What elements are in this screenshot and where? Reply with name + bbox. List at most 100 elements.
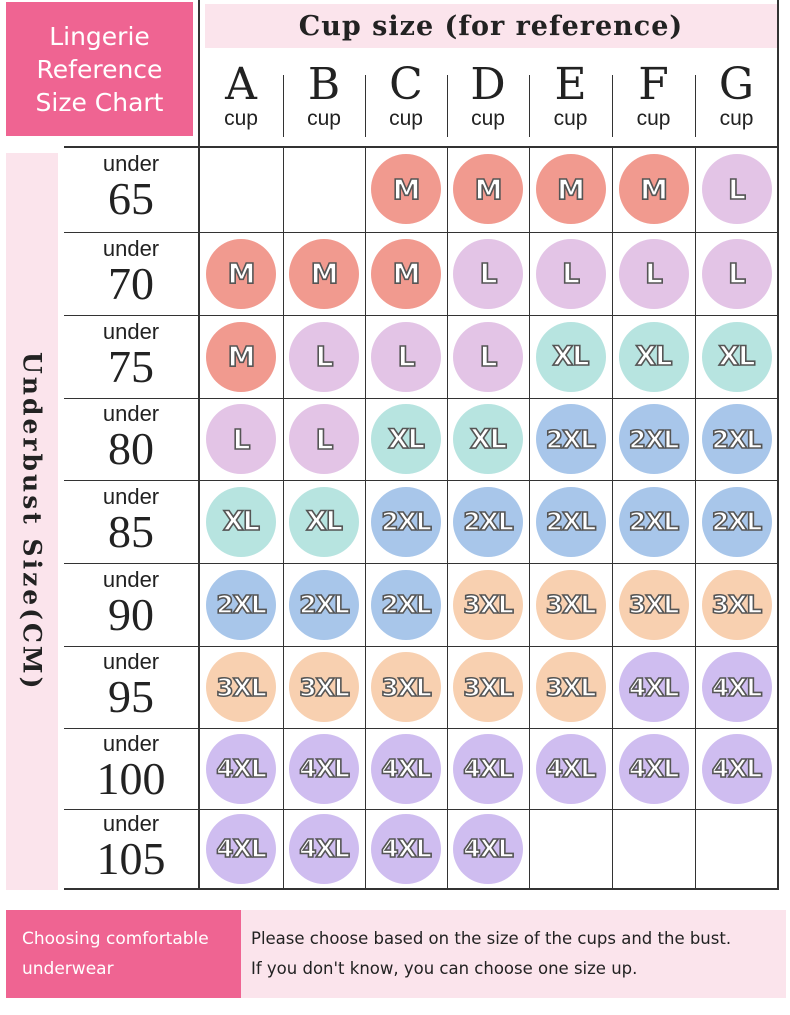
band-number: 90 [108, 588, 154, 640]
size-circle-m: M [289, 238, 359, 309]
grid-hline [64, 728, 778, 729]
size-circle-l: L [371, 321, 441, 392]
grid-hline [64, 232, 778, 233]
size-circle-l: L [206, 404, 276, 474]
size-circle-3xl: 3XL [701, 569, 772, 640]
size-circle-4xl: 4XL [701, 652, 772, 722]
size-circle-2xl: 2XL [289, 569, 359, 640]
size-circle-4xl: 4XL [618, 652, 689, 722]
size-circle-3xl: 3XL [453, 569, 523, 640]
grid-vline [283, 146, 284, 888]
size-circle-2xl: 2XL [453, 486, 523, 557]
header-divider [529, 75, 530, 137]
size-circle-4xl: 4XL [371, 733, 441, 804]
size-circle-3xl: 3XL [289, 652, 359, 722]
size-circle-4xl: 4XL [701, 733, 772, 804]
cup-letter: E [554, 59, 587, 110]
band-prefix: under [102, 810, 160, 836]
band-prefix: under [102, 318, 160, 344]
cup-unit: cup [471, 107, 505, 130]
grid-hline [64, 563, 778, 564]
size-circle-4xl: 4XL [618, 733, 689, 804]
band-number: 105 [96, 832, 166, 884]
header-divider [365, 75, 366, 137]
size-circle-xl: XL [453, 404, 523, 474]
size-circle-l: L [701, 154, 772, 224]
title-line-2: Reference [36, 54, 163, 84]
grid-hline [64, 146, 778, 148]
footer-right-line-1: Please choose based on the size of the c… [251, 929, 732, 948]
size-circle-3xl: 3XL [618, 569, 689, 640]
size-circle-xl: XL [206, 486, 276, 557]
band-prefix: under [102, 566, 160, 592]
cup-unit: cup [719, 107, 754, 130]
size-circle-3xl: 3XL [535, 569, 606, 640]
size-circle-2xl: 2XL [371, 486, 441, 557]
cup-unit: cup [389, 107, 423, 130]
band-prefix: under [102, 483, 160, 509]
size-circle-xl: XL [701, 321, 772, 392]
size-circle-2xl: 2XL [206, 569, 276, 640]
size-circle-3xl: 3XL [206, 652, 276, 722]
band-label-70: under 70 [64, 236, 198, 307]
footer-tip-title: Choosing comfortable underwear [6, 910, 241, 998]
size-circle-l: L [289, 321, 359, 392]
band-label-75: under 75 [64, 318, 198, 390]
size-circle-m: M [206, 238, 276, 309]
footer-left-line-1: Choosing comfortable [22, 929, 209, 949]
size-circle-4xl: 4XL [289, 813, 359, 884]
size-circle-l: L [453, 321, 523, 392]
grid-hline [64, 315, 778, 316]
size-circle-m: M [371, 238, 441, 309]
size-circle-l: L [701, 238, 772, 309]
band-prefix: under [102, 151, 160, 176]
size-circle-m: M [618, 154, 689, 224]
size-circle-3xl: 3XL [371, 652, 441, 722]
size-circle-4xl: 4XL [371, 813, 441, 884]
header-divider [283, 75, 284, 137]
size-circle-m: M [206, 321, 276, 392]
grid-vline [777, 0, 779, 890]
size-circle-xl: XL [289, 486, 359, 557]
band-number: 85 [108, 505, 154, 557]
size-circle-l: L [535, 238, 606, 309]
band-prefix: under [102, 730, 160, 756]
grid-vline [612, 146, 613, 888]
size-circle-4xl: 4XL [453, 813, 523, 884]
underbust-label-text: Underbust Size(CM) [17, 351, 47, 692]
size-circle-m: M [371, 154, 441, 224]
size-circle-2xl: 2XL [371, 569, 441, 640]
cup-letter: G [718, 59, 755, 110]
band-label-80: under 80 [64, 402, 198, 472]
underbust-label: Underbust Size(CM) [6, 153, 58, 890]
size-circle-xl: XL [535, 321, 606, 392]
band-label-100: under 100 [64, 730, 198, 804]
size-circle-2xl: 2XL [535, 486, 606, 557]
band-label-65: under 65 [64, 152, 198, 222]
grid-hline [64, 398, 778, 399]
band-number: 95 [108, 671, 154, 722]
title-line-1: Lingerie [49, 21, 150, 51]
title-line-3: Size Chart [35, 87, 164, 117]
size-circle-m: M [453, 154, 523, 224]
grid-hline [64, 480, 778, 481]
band-number: 65 [108, 173, 154, 224]
grid-hline [64, 809, 778, 810]
size-circle-4xl: 4XL [535, 733, 606, 804]
cup-letter: A [225, 59, 257, 110]
grid-vline [198, 0, 200, 890]
band-label-90: under 90 [64, 566, 198, 640]
chart-title: Lingerie Reference Size Chart [6, 2, 193, 136]
size-circle-2xl: 2XL [618, 486, 689, 557]
cup-letter: D [470, 59, 506, 110]
size-circle-l: L [453, 238, 523, 309]
cup-letter: F [638, 59, 669, 110]
footer-left-line-2: underwear [22, 959, 114, 979]
size-circle-2xl: 2XL [701, 486, 772, 557]
band-number: 100 [96, 752, 166, 804]
